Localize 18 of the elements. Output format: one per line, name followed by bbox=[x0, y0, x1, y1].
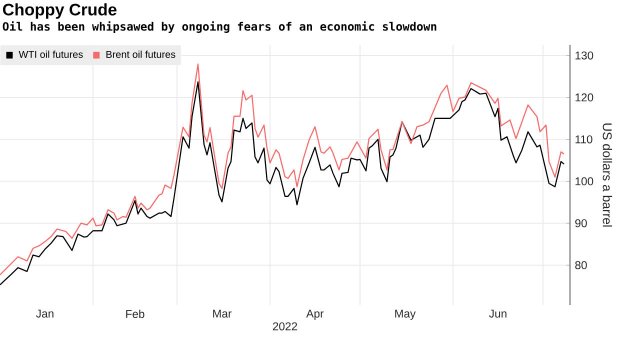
legend-label: Brent oil futures bbox=[106, 50, 176, 58]
y-tick-label: 90 bbox=[575, 219, 587, 228]
chart-title: Choppy Crude bbox=[2, 3, 117, 19]
x-tick-label: Jan bbox=[36, 310, 54, 318]
y-tick-label: 110 bbox=[576, 135, 592, 144]
x-tick-label: Jun bbox=[489, 310, 506, 318]
legend-label: WTI oil futures bbox=[18, 50, 83, 58]
y-tick-label: 80 bbox=[575, 261, 587, 270]
chart-subtitle: Oil has been whipsawed by ongoing fears of an economic slowdown bbox=[2, 21, 436, 33]
x-axis-title: 2022 bbox=[272, 322, 298, 330]
y-axis-title: US dollars a barrel bbox=[602, 124, 612, 227]
x-tick-label: Apr bbox=[306, 310, 324, 320]
x-tick-label: Feb bbox=[126, 310, 144, 318]
y-tick-label: 130 bbox=[576, 51, 594, 60]
y-tick-label: 120 bbox=[576, 93, 594, 102]
x-tick-label: Mar bbox=[213, 310, 232, 318]
y-tick-label: 100 bbox=[576, 177, 594, 186]
x-tick-label: May bbox=[395, 310, 416, 320]
